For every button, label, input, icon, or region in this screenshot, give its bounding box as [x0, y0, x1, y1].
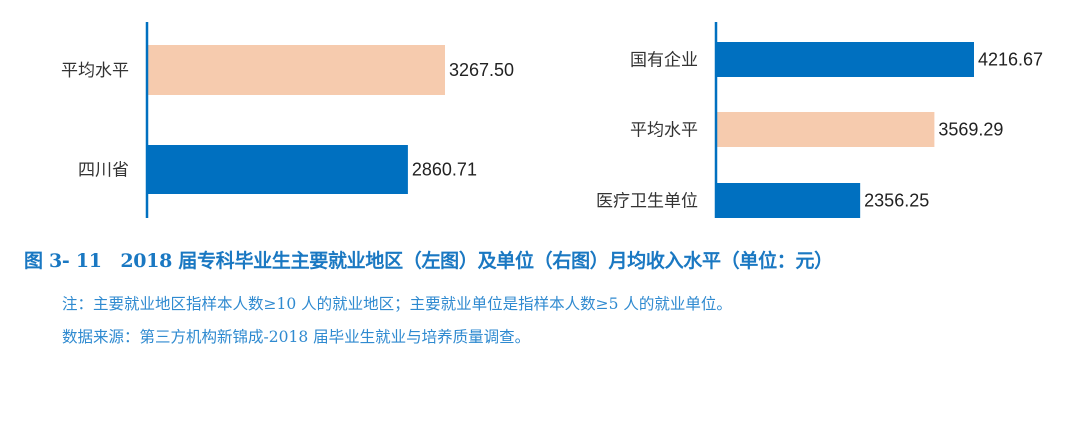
category-label: 四川省 — [78, 161, 129, 181]
bar — [716, 112, 935, 147]
category-label: 平均水平 — [630, 121, 698, 141]
category-label: 医疗卫生单位 — [596, 192, 698, 212]
data-label: 3267.50 — [449, 60, 514, 80]
category-label: 国有企业 — [630, 51, 698, 71]
figure-note: 注：主要就业地区指样本人数≥10 人的就业地区；主要就业单位是指样本人数≥5 人… — [62, 295, 732, 313]
data-label: 4216.67 — [978, 50, 1043, 70]
figure-source: 数据来源：第三方机构新锦成-2018 届毕业生就业与培养质量调查。 — [62, 328, 531, 346]
data-label: 2356.25 — [864, 191, 929, 211]
bar — [716, 183, 861, 218]
chart-area: 3267.50 平均水平 2860.71 四川省 4216.67 国有企业 3569.29 平… — [61, 22, 1043, 218]
data-label: 3569.29 — [938, 120, 1003, 140]
bar — [716, 42, 974, 77]
category-label: 平均水平 — [61, 61, 129, 81]
data-label: 2860.71 — [412, 160, 477, 180]
bar — [147, 145, 408, 194]
figure-caption: 图 3- 11 2018 届专科毕业生主要就业地区（左图）及单位（右图）月均收入… — [24, 250, 833, 272]
bar — [147, 45, 445, 95]
